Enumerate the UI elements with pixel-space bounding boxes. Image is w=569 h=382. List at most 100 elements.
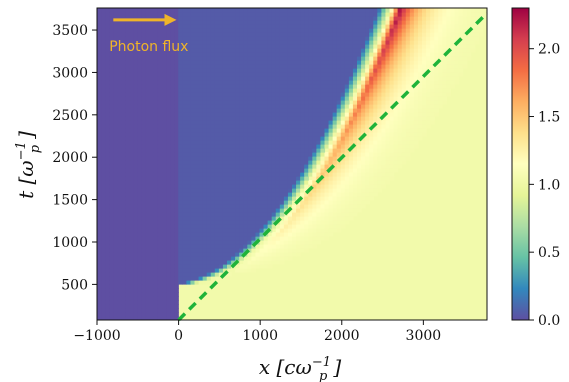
heatmap-cell [178, 172, 183, 177]
heatmap-cell [149, 36, 155, 41]
heatmap-cell [202, 20, 208, 25]
heatmap-cell [271, 240, 277, 245]
heatmap-cell [210, 52, 216, 57]
heatmap-cell [357, 168, 362, 173]
heatmap-cell [275, 84, 281, 89]
heatmap-cell [101, 64, 106, 69]
heatmap-cell [149, 188, 155, 193]
heatmap-cell [369, 48, 374, 53]
heatmap-cell [202, 88, 208, 93]
heatmap-cell [328, 192, 334, 197]
heatmap-cell [214, 204, 220, 209]
heatmap-cell [202, 64, 208, 69]
heatmap-cell [417, 76, 423, 81]
heatmap-cell [166, 260, 171, 265]
heatmap-cell [340, 220, 346, 225]
heatmap-cell [430, 104, 435, 109]
heatmap-cell [141, 284, 147, 289]
heatmap-cell [300, 96, 305, 101]
heatmap-cell [174, 28, 179, 33]
heatmap-cell [97, 120, 102, 125]
heatmap-cell [308, 24, 313, 29]
heatmap-cell [369, 184, 374, 189]
heatmap-cell [206, 44, 212, 49]
heatmap-cell [263, 260, 269, 265]
heatmap-cell [279, 88, 285, 93]
heatmap-cell [133, 96, 139, 101]
heatmap-cell [222, 52, 228, 57]
heatmap-cell [174, 148, 179, 153]
heatmap-cell [296, 28, 301, 33]
heatmap-cell [170, 228, 175, 233]
heatmap-cell [357, 28, 362, 33]
heatmap-cell [170, 224, 175, 229]
heatmap-cell [312, 52, 317, 57]
heatmap-cell [430, 92, 435, 97]
heatmap-cell [365, 120, 370, 125]
heatmap-cell [292, 52, 297, 57]
heatmap-cell [137, 92, 143, 97]
heatmap-cell [101, 312, 106, 317]
heatmap-cell [182, 72, 187, 77]
heatmap-cell [344, 112, 350, 117]
heatmap-cell [222, 204, 228, 209]
heatmap-cell [381, 24, 387, 29]
heatmap-cell [267, 224, 273, 229]
heatmap-cell [255, 76, 261, 81]
heatmap-cell [352, 64, 358, 69]
heatmap-cell [304, 92, 309, 97]
heatmap-cell [259, 32, 265, 37]
heatmap-cell [279, 164, 285, 169]
heatmap-cell [296, 100, 301, 105]
heatmap-cell [178, 176, 183, 181]
heatmap-cell [450, 72, 456, 77]
heatmap-cell [153, 120, 159, 125]
heatmap-cell [247, 208, 252, 213]
heatmap-cell [214, 200, 220, 205]
heatmap-cell [178, 88, 183, 93]
heatmap-cell [117, 148, 122, 153]
heatmap-cell [182, 240, 187, 245]
heatmap-cell [312, 104, 317, 109]
heatmap-cell [174, 232, 179, 237]
heatmap-cell [109, 120, 114, 125]
heatmap-cell [117, 120, 122, 125]
heatmap-cell [292, 148, 297, 153]
heatmap-cell [422, 52, 427, 57]
heatmap-cell [373, 88, 378, 93]
heatmap-cell [170, 176, 175, 181]
heatmap-cell [157, 116, 163, 121]
heatmap-cell [316, 240, 322, 245]
heatmap-cell [377, 56, 382, 61]
heatmap-cell [308, 156, 313, 161]
heatmap-cell [137, 264, 143, 269]
heatmap-cell [361, 28, 366, 33]
heatmap-cell [426, 56, 431, 61]
heatmap-cell [458, 44, 464, 49]
heatmap-cell [312, 28, 317, 33]
heatmap-cell [316, 44, 322, 49]
heatmap-cell [438, 76, 443, 81]
heatmap-cell [243, 32, 248, 37]
heatmap-cell [210, 192, 216, 197]
heatmap-cell [202, 228, 208, 233]
heatmap-cell [271, 32, 277, 37]
heatmap-cell [190, 148, 196, 153]
heatmap-cell [109, 264, 114, 269]
heatmap-cell [283, 152, 289, 157]
heatmap-cell [324, 220, 330, 225]
heatmap-cell [129, 200, 135, 205]
heatmap-cell [296, 128, 301, 133]
heatmap-cell [308, 124, 313, 129]
heatmap-cell [105, 312, 110, 317]
heatmap-cell [332, 196, 338, 201]
heatmap-cell [157, 40, 163, 45]
heatmap-cell [308, 164, 313, 169]
heatmap-cell [259, 184, 265, 189]
heatmap-cell [186, 192, 192, 197]
heatmap-cell [125, 160, 131, 165]
heatmap-cell [271, 200, 277, 205]
heatmap-cell [239, 236, 244, 241]
heatmap-cell [389, 132, 395, 137]
heatmap-cell [300, 208, 305, 213]
